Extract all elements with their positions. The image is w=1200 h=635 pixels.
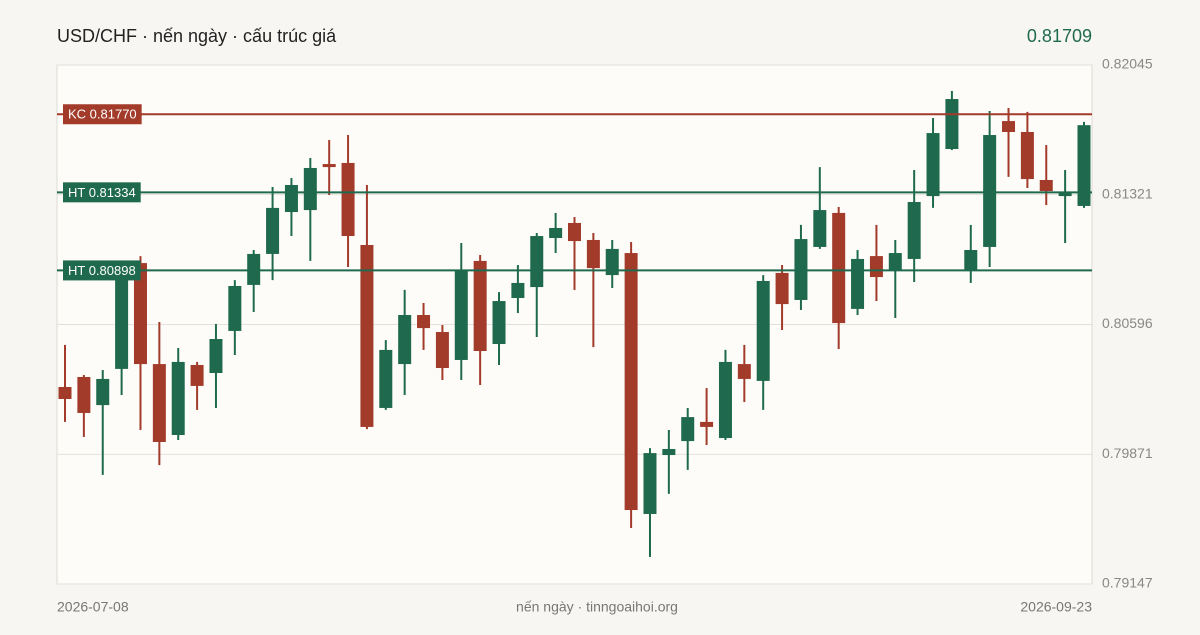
candle-body [888, 253, 902, 271]
chart-title: USD/CHF · nến ngày · cấu trúc giá [57, 26, 337, 46]
footer: nến ngày · tinngoaihoi.org [516, 599, 678, 615]
candle-body [341, 162, 355, 237]
candle-body [945, 99, 959, 149]
level-label-box [63, 104, 142, 125]
candle-body [1077, 125, 1091, 206]
level-label: HT 0.80898 [68, 263, 136, 278]
candle-body [1039, 179, 1053, 192]
y-tick-label: 0.81321 [1102, 185, 1153, 201]
candle-body [473, 260, 487, 352]
candle-body [511, 282, 525, 298]
candle-body [96, 378, 110, 406]
candle-body [907, 202, 921, 259]
candle-body [454, 270, 468, 360]
y-tick-label: 0.79871 [1102, 445, 1153, 461]
candle-body [133, 263, 147, 365]
candle-body [983, 135, 997, 247]
candle-body [643, 453, 657, 514]
candle-body [775, 272, 789, 305]
candle-body [492, 301, 506, 345]
candle-body [1020, 131, 1034, 180]
candle-body [568, 222, 581, 242]
candle-body [322, 164, 336, 168]
candle-body [605, 248, 619, 276]
candle-body [624, 253, 638, 511]
candle-body [681, 417, 695, 442]
candle-body [360, 244, 374, 427]
candle-body [435, 332, 449, 369]
candle-body [832, 212, 846, 324]
level-label: HT 0.81334 [68, 185, 136, 200]
candle-body [851, 258, 865, 309]
candle-body [398, 315, 412, 365]
candle-body [700, 421, 714, 427]
level-label: KC 0.81770 [68, 107, 137, 122]
y-tick-label: 0.79147 [1102, 575, 1153, 591]
candle-body [869, 256, 883, 278]
y-tick-label: 0.82045 [1102, 56, 1153, 72]
candle-body [737, 364, 751, 379]
candle-body [209, 339, 223, 374]
candle-body [417, 315, 431, 329]
candle-body [171, 361, 185, 435]
candle-body [530, 236, 544, 288]
date-start: 2026-07-08 [57, 599, 129, 615]
candle-body [152, 364, 166, 442]
candle-body [718, 361, 732, 439]
candle-body [813, 210, 827, 247]
candle-body [1058, 193, 1072, 197]
candle-body [228, 285, 242, 331]
candle-body [58, 387, 72, 400]
candle-body [586, 239, 600, 269]
candle-body [549, 227, 563, 238]
candle-body [266, 207, 280, 254]
candle-body [926, 133, 940, 197]
date-end: 2026-09-23 [1020, 599, 1092, 615]
candle-body [662, 448, 676, 456]
candle-body [379, 349, 393, 408]
candle-body [964, 249, 978, 271]
candle-body [77, 376, 91, 413]
candle-body [284, 184, 298, 213]
candle-body [303, 167, 317, 211]
candle-body [190, 364, 204, 386]
level-label-box [63, 260, 141, 281]
level-label-box [63, 182, 141, 203]
candle-body [1002, 121, 1016, 132]
y-tick-label: 0.80596 [1102, 315, 1153, 331]
candle-body [115, 277, 129, 369]
candle-body [756, 280, 770, 381]
last-price: 0.81709 [1027, 26, 1092, 46]
